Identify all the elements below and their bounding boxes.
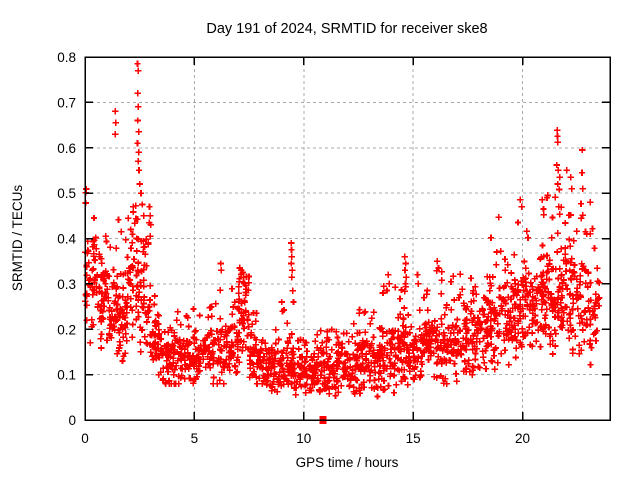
x-tick-label: 0 xyxy=(81,431,89,446)
x-tick-label: 5 xyxy=(191,431,199,446)
y-tick-label: 0.5 xyxy=(57,186,76,201)
x-tick-label: 15 xyxy=(406,431,421,446)
y-tick-label: 0.7 xyxy=(57,95,76,110)
y-tick-label: 0.2 xyxy=(57,322,76,337)
y-axis-label: SRMTID / TECUs xyxy=(10,185,25,292)
plot-frame-layer xyxy=(84,56,611,421)
y-tick-label: 0.8 xyxy=(57,50,76,65)
chart-title: Day 191 of 2024, SRMTID for receiver ske… xyxy=(206,21,487,37)
scatter-points-layer xyxy=(81,60,603,424)
x-tick-label: 10 xyxy=(296,431,311,446)
scatter-points xyxy=(81,60,603,400)
y-tick-label: 0.6 xyxy=(57,141,76,156)
y-tick-label: 0 xyxy=(68,413,76,428)
y-tick-label: 0.3 xyxy=(57,277,76,292)
x-axis-label: GPS time / hours xyxy=(296,455,399,470)
y-tick-label: 0.1 xyxy=(57,368,76,383)
x-tick-label: 20 xyxy=(515,431,530,446)
tick-label-layer: 0 5 10 15 20 0 0.1 0.2 0.3 0.4 0.5 0.6 0.7 0.8 xyxy=(57,50,530,446)
y-tick-label: 0.4 xyxy=(57,232,76,247)
